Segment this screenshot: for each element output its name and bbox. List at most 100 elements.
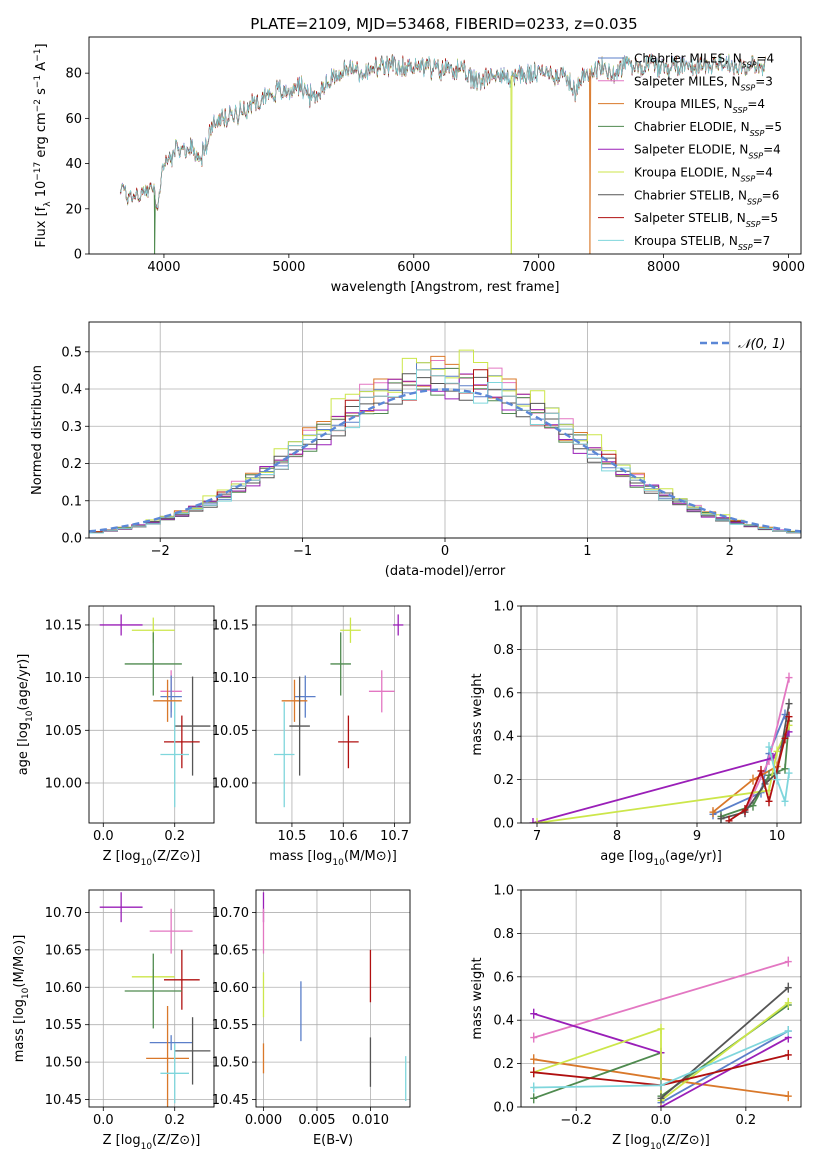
x-tick-label: 0.2 [736, 1113, 757, 1128]
y-axis-label: mass [log10(M/M⊙)] [12, 935, 31, 1063]
x-axis-label: mass [log10(M/M⊙)] [269, 849, 397, 868]
panel-spectrum: 4000 5000 6000 7000 8000 9000 0 20 40 60 80 wavelen… [33, 36, 805, 295]
x-axis-label: wavelength [Angstrom, rest frame] [331, 280, 560, 295]
y-tick-label: 0.3 [61, 420, 82, 435]
x-tick-label: 10.6 [329, 829, 358, 844]
weight-line-kroupa-stelib [768, 746, 790, 802]
weight-marker [749, 774, 757, 785]
weight-line-salpeter-miles [533, 960, 789, 1039]
weight-marker [657, 1023, 665, 1034]
weight-marker [781, 733, 789, 744]
weight-marker [784, 1049, 792, 1060]
panel-mass-vs-ebv: 0.000 0.005 0.010 10.45 10.50 10.55 10.60 10.65… [212, 889, 411, 1148]
errorbar-point [289, 676, 310, 776]
y-tick-label: 0.2 [493, 773, 514, 788]
weight-marker [781, 763, 789, 774]
weight-marker [529, 818, 537, 823]
weight-marker [785, 672, 793, 683]
x-tick-label: 4000 [147, 260, 180, 275]
x-tick-label: −1 [293, 544, 312, 559]
x-tick-label: 1 [583, 544, 591, 559]
y-tick-label: 0.8 [493, 643, 514, 658]
axes-frame [520, 889, 802, 1108]
x-axis-label: Z [log10(Z/Z⊙)] [103, 1133, 201, 1152]
x-axis-label: Z [log10(Z/Z⊙)] [612, 1133, 710, 1152]
y-tick-label: 10.00 [45, 776, 82, 791]
x-tick-label: 7 [533, 829, 541, 844]
weight-marker [657, 1080, 665, 1091]
normal-reference-curve [89, 388, 801, 533]
y-tick-label: 0.0 [493, 1101, 514, 1116]
legend-label: Salpeter MILES, NSSP=3 [634, 74, 773, 92]
weight-marker [784, 1026, 792, 1037]
figure-title: PLATE=2109, MJD=53468, FIBERID=0233, z=0… [250, 15, 637, 33]
x-tick-label: 10.5 [277, 829, 306, 844]
y-tick-label: 10.15 [212, 618, 249, 633]
errorbar-point [160, 675, 182, 718]
gridlines [89, 890, 214, 1107]
weight-marker [781, 796, 789, 807]
axes: 0.000 0.005 0.010 10.45 10.50 10.55 10.60 10.65… [212, 889, 411, 1148]
y-axis-label: age [log10(age/yr)] [16, 654, 35, 776]
y-tick-label: 1.0 [493, 600, 514, 615]
y-tick-label: 0.4 [61, 383, 82, 398]
plot-area [273, 614, 404, 808]
x-tick-label: 8 [613, 829, 621, 844]
errorbar-point [368, 670, 395, 713]
x-tick-label: 9000 [772, 260, 805, 275]
plot-area [99, 892, 211, 1107]
y-tick-label: 10.65 [212, 943, 249, 958]
weight-marker [765, 742, 773, 753]
legend-label: Salpeter STELIB, NSSP=5 [634, 211, 778, 229]
x-tick-label: 6000 [397, 260, 430, 275]
y-tick-label: 0.1 [61, 494, 82, 509]
axes-frame [88, 321, 802, 539]
weight-marker [530, 1082, 538, 1093]
errorbar-point [124, 632, 182, 696]
x-tick-label: 10 [769, 829, 786, 844]
errorbar-point [160, 701, 189, 808]
weight-marker [530, 1067, 538, 1078]
y-tick-label: 10.05 [212, 724, 249, 739]
x-tick-label: 0.010 [352, 1113, 389, 1128]
histogram-kroupa-stelib [89, 369, 801, 535]
errorbar-point [393, 614, 404, 636]
axes-frame [255, 889, 411, 1108]
errorbar-point [281, 679, 308, 722]
x-tick-label: 7000 [522, 260, 555, 275]
x-tick-label: 0.0 [93, 1113, 114, 1128]
weight-marker [784, 956, 792, 967]
y-tick-label: 10.15 [45, 618, 82, 633]
errorbar-point [164, 949, 200, 1010]
y-tick-label: 10.10 [212, 671, 249, 686]
weight-marker [773, 774, 781, 785]
errorbar-point [330, 632, 351, 696]
x-axis-label: E(B-V) [313, 1133, 353, 1148]
weight-line-kroupa-elodie [533, 1002, 789, 1103]
spectrum-line-kroupa-stelib [119, 53, 766, 209]
y-tick-label: 0.6 [493, 686, 514, 701]
y-tick-label: 0.0 [493, 817, 514, 832]
axes-frame [88, 889, 215, 1108]
y-axis-label: mass weight [470, 957, 485, 1039]
panel-weight-vs-Z: −0.2 0.0 0.2 0.0 0.2 0.4 0.6 0.8 1.0 Z [log10(Z/Z… [470, 884, 802, 1152]
y-tick-label: 0.2 [493, 1057, 514, 1072]
plot-area [119, 53, 766, 254]
y-tick-label: 10.45 [45, 1093, 82, 1108]
y-tick-label: 0.4 [493, 1014, 514, 1029]
x-tick-label: 8000 [647, 260, 680, 275]
x-axis-label: Z [log10(Z/Z⊙)] [103, 849, 201, 868]
weight-marker [785, 711, 793, 722]
y-tick-label: 10.65 [45, 943, 82, 958]
legend-label: Kroupa ELODIE, NSSP=4 [634, 166, 773, 184]
x-tick-label: −0.2 [560, 1113, 592, 1128]
axes: 10.5 10.6 10.7 10.00 10.05 10.10 10.15 mass [lo… [212, 605, 411, 868]
y-tick-label: 10.50 [45, 1056, 82, 1071]
axes-frame [88, 36, 802, 255]
x-tick-label: 10.7 [380, 829, 409, 844]
legend-label: Kroupa MILES, NSSP=4 [634, 97, 765, 115]
panel-weight-vs-age: 7 8 9 10 0.0 0.2 0.4 0.6 0.8 1.0 age [log10(age/yr… [470, 600, 802, 868]
axes-frame [520, 605, 802, 824]
weight-marker [709, 807, 717, 818]
